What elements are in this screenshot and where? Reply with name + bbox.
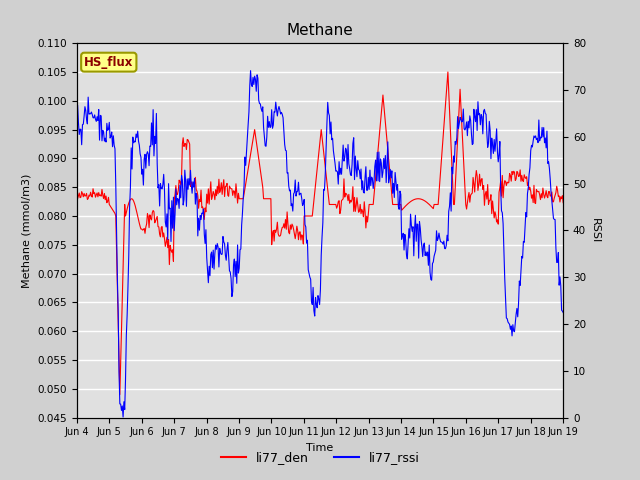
li77_rssi (399, 230, 407, 236)
li77_rssi (199, 211, 207, 216)
X-axis label: Time: Time (307, 443, 333, 453)
li77_rssi (441, 246, 449, 252)
li77_den (294, 228, 301, 233)
li77_den (160, 230, 168, 236)
li77_rssi (294, 180, 302, 185)
li77_den (559, 200, 567, 205)
li77_den (444, 69, 452, 75)
li77_rssi (160, 171, 168, 177)
li77_den (360, 199, 368, 204)
li77_den (440, 124, 447, 130)
li77_den (399, 206, 406, 212)
li77_den (199, 204, 207, 210)
li77_den (116, 392, 124, 397)
li77_rssi (73, 113, 81, 119)
Legend: li77_den, li77_rssi: li77_den, li77_rssi (216, 446, 424, 469)
Y-axis label: Methane (mmol/m3): Methane (mmol/m3) (22, 173, 32, 288)
li77_rssi (247, 68, 255, 73)
Y-axis label: RSSI: RSSI (590, 218, 600, 243)
Text: HS_flux: HS_flux (84, 56, 134, 69)
Line: li77_den: li77_den (77, 72, 563, 395)
Line: li77_rssi: li77_rssi (77, 71, 563, 417)
li77_rssi (119, 414, 127, 420)
li77_rssi (559, 310, 567, 315)
li77_den (73, 194, 81, 200)
Title: Methane: Methane (287, 23, 353, 38)
li77_rssi (361, 174, 369, 180)
